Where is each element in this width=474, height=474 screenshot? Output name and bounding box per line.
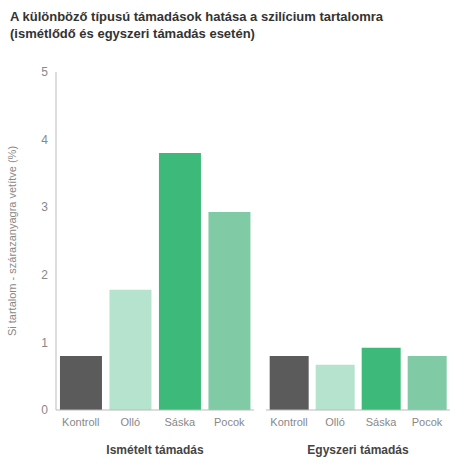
svg-text:Sáska: Sáska [164,416,195,428]
svg-text:1: 1 [41,336,48,350]
svg-text:Kontroll: Kontroll [62,416,99,428]
svg-text:5: 5 [41,65,48,79]
svg-text:Si tartalom - szárazanyagra ve: Si tartalom - szárazanyagra vetítve (%) [6,146,18,336]
svg-text:Olló: Olló [120,416,140,428]
svg-text:Pocok: Pocok [214,416,245,428]
svg-text:Kontroll: Kontroll [270,416,307,428]
svg-text:Olló: Olló [325,416,345,428]
svg-text:4: 4 [41,133,48,147]
svg-text:Sáska: Sáska [366,416,397,428]
svg-text:Egyszeri támadás: Egyszeri támadás [307,443,409,457]
svg-text:3: 3 [41,200,48,214]
html-text:A különböző típusú támadások h: A különböző típusú támadások hatása a sz… [10,9,383,41]
svg-text:Pocok: Pocok [412,416,443,428]
svg-text:0: 0 [41,403,48,417]
svg-text:Ismételt támadás: Ismételt támadás [106,443,204,457]
svg-text:2: 2 [41,268,48,282]
